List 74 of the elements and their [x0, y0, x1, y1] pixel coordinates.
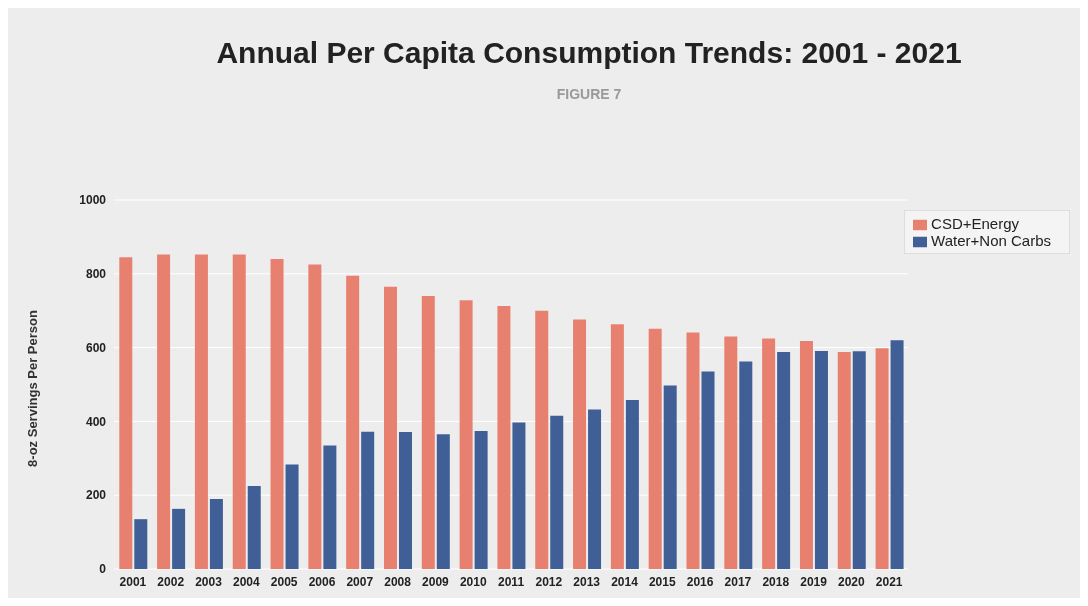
y-tick-label: 0: [99, 562, 107, 577]
bar: [573, 319, 587, 569]
bar: [777, 352, 791, 569]
bar: [361, 431, 375, 569]
chart-title: Annual Per Capita Consumption Trends: 2001 - 2021: [215, 35, 963, 70]
bar: [459, 300, 473, 569]
bar: [535, 310, 549, 569]
bar: [837, 352, 851, 569]
x-tick-label: 2019: [800, 574, 828, 589]
legend-label: Water+Non Carbs: [931, 232, 1051, 250]
y-axis-title: 8-oz Servings Per Person: [24, 309, 40, 467]
x-tick-label: 2014: [611, 574, 639, 589]
bar: [610, 324, 624, 569]
bar: [172, 508, 186, 569]
x-tick-label: 2006: [308, 574, 336, 589]
bar: [512, 422, 526, 569]
x-tick-label: 2020: [838, 574, 866, 589]
bar: [663, 385, 677, 569]
bar: [119, 257, 133, 569]
bar: [724, 336, 738, 569]
x-tick-label: 2011: [498, 574, 525, 589]
legend-label: CSD+Energy: [931, 215, 1020, 232]
y-tick-label: 600: [85, 340, 107, 355]
bar: [209, 498, 223, 569]
bar: [814, 350, 828, 569]
bar: [323, 445, 337, 569]
bar: [550, 415, 564, 569]
bar: [436, 434, 450, 569]
x-tick-label: 2009: [422, 574, 450, 589]
x-tick-label: 2013: [573, 574, 601, 589]
bar: [194, 254, 208, 569]
x-tick-label: 2010: [459, 574, 487, 589]
bar: [346, 275, 360, 569]
x-tick-label: 2001: [119, 574, 147, 589]
chart-subtitle: FIGURE 7: [555, 86, 623, 102]
y-tick-label: 200: [85, 488, 107, 503]
bar: [134, 519, 148, 569]
bar: [588, 409, 602, 569]
bar: [398, 432, 412, 569]
bar: [852, 351, 866, 569]
bar: [739, 361, 753, 569]
x-tick-label: 2005: [270, 574, 298, 589]
x-tick-label: 2017: [724, 574, 752, 589]
x-tick-label: 2002: [157, 574, 185, 589]
bar: [270, 259, 284, 569]
x-tick-label: 2004: [233, 574, 261, 589]
bar: [701, 371, 715, 569]
bar: [474, 430, 488, 569]
bar: [799, 340, 813, 569]
x-tick-label: 2021: [875, 574, 903, 589]
x-tick-label: 2008: [384, 574, 412, 589]
bar: [497, 305, 511, 569]
y-tick-label: 400: [85, 414, 107, 429]
bar: [648, 328, 662, 569]
x-tick-label: 2018: [762, 574, 790, 589]
bar: [247, 485, 261, 569]
y-tick-label: 800: [85, 267, 107, 282]
bar: [625, 400, 639, 569]
bar: [285, 464, 299, 569]
y-tick-label: 1000: [79, 193, 107, 208]
x-tick-label: 2012: [535, 574, 563, 589]
x-tick-label: 2007: [346, 574, 374, 589]
bar: [308, 264, 322, 569]
bar: [232, 254, 246, 569]
bar: [686, 332, 700, 569]
bar: [383, 286, 397, 569]
bar: [762, 338, 776, 569]
x-tick-label: 2016: [686, 574, 714, 589]
x-tick-label: 2003: [195, 574, 223, 589]
bar: [890, 340, 904, 569]
bar: [421, 295, 435, 569]
x-tick-label: 2015: [648, 574, 676, 589]
bar: [875, 348, 889, 569]
bar: [157, 254, 171, 569]
